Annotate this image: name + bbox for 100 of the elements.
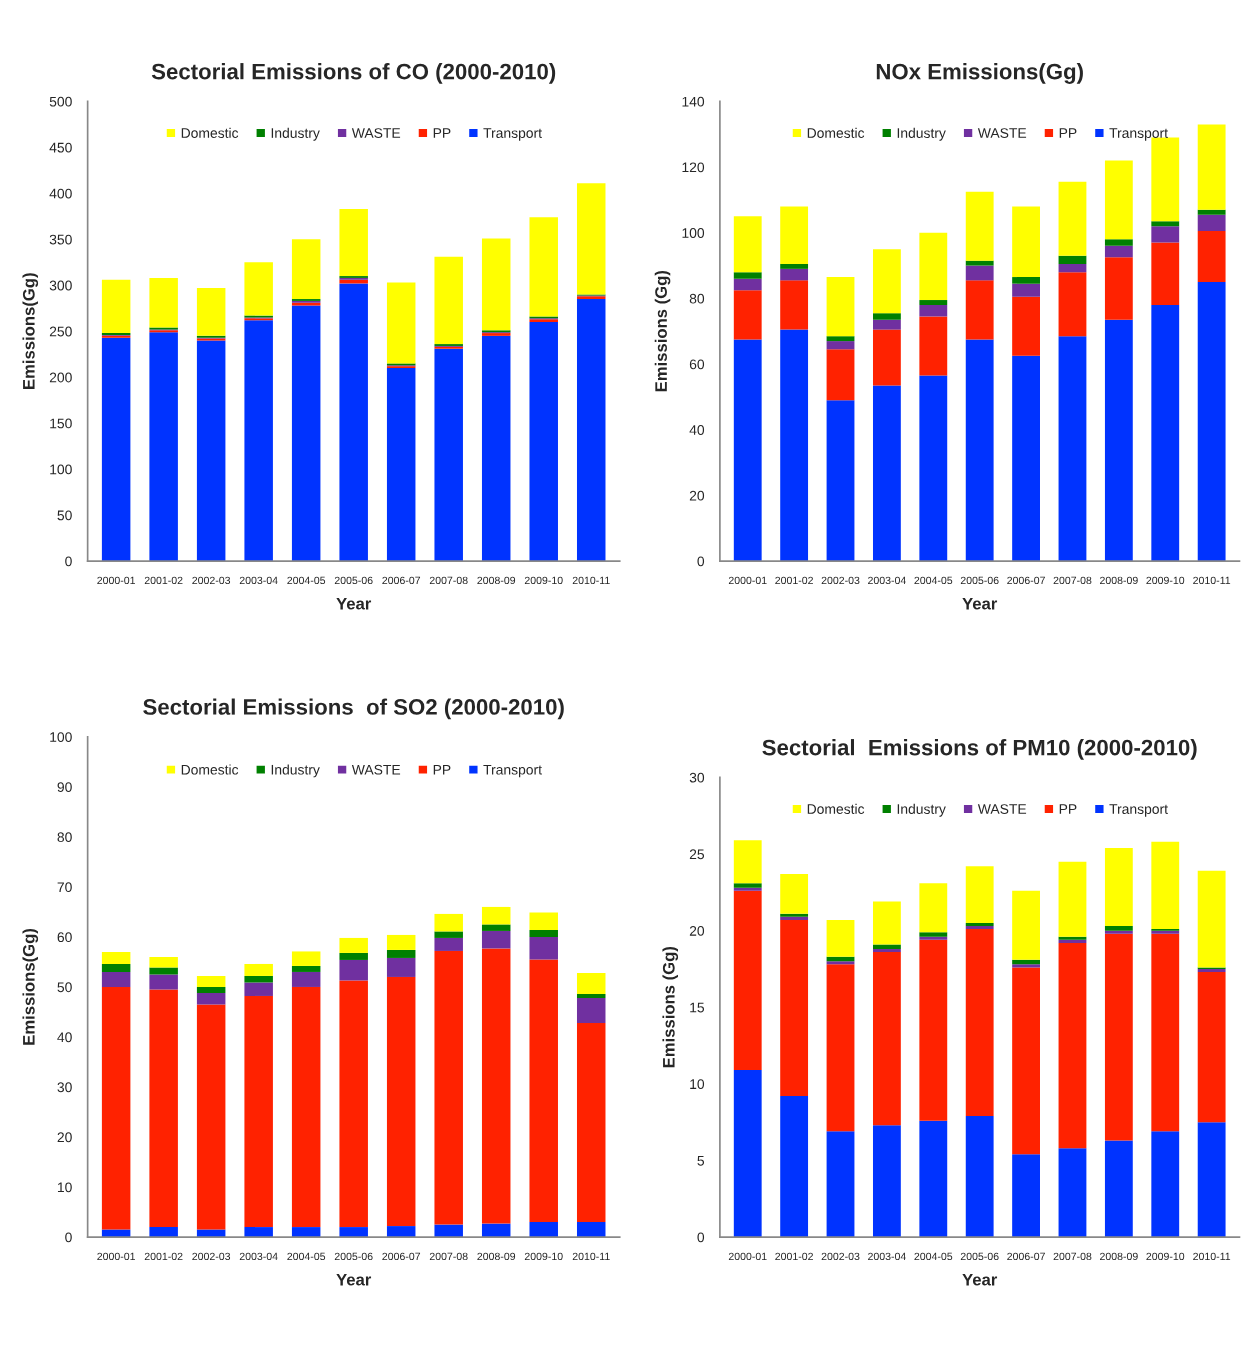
bar — [872, 329, 901, 386]
bar — [386, 282, 416, 364]
bar — [1058, 255, 1087, 264]
bar — [733, 840, 762, 884]
bar — [872, 901, 901, 945]
bar — [529, 1222, 558, 1238]
bar — [872, 319, 901, 330]
bar — [919, 883, 948, 933]
bar — [101, 963, 131, 972]
chart-title: Sectorial Emissions of SO2 (2000-2010) — [143, 698, 564, 720]
bar — [1012, 967, 1040, 1155]
bar — [826, 277, 855, 337]
bar — [1058, 861, 1087, 937]
bar — [1104, 239, 1133, 246]
bar — [1197, 281, 1226, 562]
bar — [1058, 272, 1087, 337]
bar — [1197, 972, 1226, 1123]
bar — [780, 268, 809, 281]
y-axis-title: Emissions(Gg) — [22, 928, 39, 1045]
bar — [1058, 263, 1087, 273]
bar — [339, 952, 368, 960]
bar — [576, 972, 606, 994]
bar — [965, 260, 994, 266]
bar — [339, 937, 368, 953]
bar — [1151, 304, 1180, 562]
bar — [529, 322, 558, 562]
bar — [1151, 242, 1180, 305]
chart-title: Sectorial Emissions of PM10 (2000-2010) — [762, 739, 1197, 760]
bar — [529, 217, 558, 317]
bar — [919, 939, 948, 1121]
bar — [339, 959, 368, 981]
bar — [434, 348, 463, 562]
bar — [529, 929, 558, 937]
bar — [965, 866, 994, 923]
bar — [1197, 231, 1226, 282]
bar — [244, 982, 273, 996]
bar — [965, 1116, 994, 1238]
bar — [291, 986, 321, 1228]
bar — [196, 992, 226, 1005]
bar — [291, 965, 321, 972]
bar — [339, 980, 368, 1228]
bar — [481, 906, 511, 925]
bar — [576, 1222, 606, 1238]
bar — [826, 919, 855, 957]
bar — [1012, 890, 1040, 960]
bar — [1058, 181, 1087, 256]
bar — [1104, 933, 1133, 1141]
bar — [196, 975, 226, 987]
bar — [1197, 870, 1226, 968]
bar — [1012, 296, 1040, 356]
bar — [434, 913, 463, 932]
bar — [196, 986, 226, 993]
bar — [1058, 336, 1087, 562]
x-axis-title: Year — [962, 597, 998, 610]
bar — [1197, 214, 1226, 232]
bar — [965, 191, 994, 261]
bar — [919, 232, 948, 301]
bar — [872, 313, 901, 320]
bar — [101, 986, 131, 1230]
bar — [576, 997, 606, 1023]
bar — [529, 912, 558, 930]
bar — [1197, 1122, 1226, 1238]
bar — [101, 279, 131, 334]
bar — [386, 949, 416, 958]
bar — [576, 1022, 606, 1223]
bar — [872, 952, 901, 1126]
bar — [244, 1227, 273, 1238]
bar — [434, 256, 463, 345]
bar — [733, 890, 762, 1071]
chart-title: NOx Emissions(Gg) — [876, 63, 1083, 84]
bar — [529, 936, 558, 960]
bar — [339, 1227, 368, 1238]
bar — [733, 216, 762, 273]
bar — [481, 238, 511, 331]
bar — [919, 304, 948, 317]
bar — [1012, 277, 1040, 284]
bar — [576, 299, 606, 562]
bar — [1151, 1131, 1180, 1238]
bar — [826, 400, 855, 562]
bar — [1104, 257, 1133, 320]
bar — [1104, 160, 1133, 240]
bar — [826, 336, 855, 342]
y-axis-title: Emissions (Gg) — [654, 270, 671, 392]
bar — [244, 963, 273, 976]
bar — [481, 930, 511, 949]
bar — [481, 948, 511, 1224]
bar — [149, 967, 178, 975]
bar — [733, 272, 762, 279]
bar — [576, 183, 606, 295]
bar — [291, 951, 321, 966]
bar — [196, 1004, 226, 1230]
bar — [101, 337, 131, 562]
bar — [780, 329, 809, 562]
bar — [149, 277, 178, 328]
bar — [244, 262, 273, 316]
bar — [826, 964, 855, 1132]
bar — [149, 974, 178, 990]
bar — [965, 339, 994, 562]
y-axis-title: Emissions (Gg) — [662, 946, 679, 1068]
bar — [291, 971, 321, 987]
